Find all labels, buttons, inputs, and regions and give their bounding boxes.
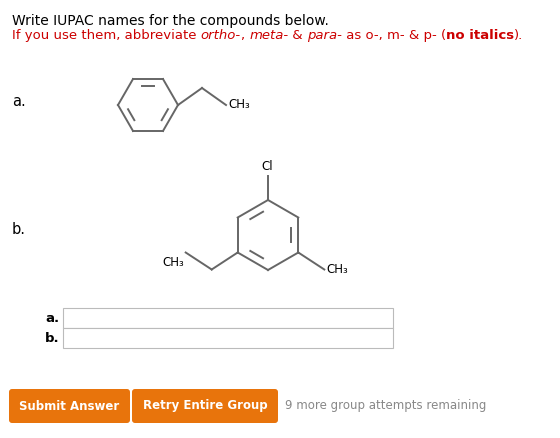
Text: Submit Answer: Submit Answer	[20, 399, 120, 413]
Text: a.: a.	[12, 95, 26, 110]
Text: CH₃: CH₃	[162, 255, 184, 268]
Text: CH₃: CH₃	[326, 263, 348, 276]
FancyBboxPatch shape	[9, 389, 130, 423]
Text: meta-: meta-	[249, 29, 288, 42]
Text: Write IUPAC names for the compounds below.: Write IUPAC names for the compounds belo…	[12, 14, 329, 28]
Text: as o-, m- & p- (: as o-, m- & p- (	[342, 29, 446, 42]
FancyBboxPatch shape	[132, 389, 278, 423]
Text: 9 more group attempts remaining: 9 more group attempts remaining	[285, 399, 487, 413]
Text: para-: para-	[307, 29, 342, 42]
Bar	[63, 308, 393, 328]
Text: no italics: no italics	[446, 29, 515, 42]
Text: &: &	[288, 29, 307, 42]
Text: a.: a.	[45, 311, 59, 325]
Text: ).: ).	[515, 29, 524, 42]
Text: Cl: Cl	[261, 160, 273, 173]
Text: b.: b.	[12, 223, 26, 237]
Bar	[63, 328, 393, 348]
Text: ,: ,	[241, 29, 249, 42]
Text: Retry Entire Group: Retry Entire Group	[143, 399, 267, 413]
Text: If you use them, abbreviate: If you use them, abbreviate	[12, 29, 200, 42]
Text: b.: b.	[44, 332, 59, 345]
Text: CH₃: CH₃	[228, 98, 250, 110]
Text: ortho-: ortho-	[200, 29, 241, 42]
